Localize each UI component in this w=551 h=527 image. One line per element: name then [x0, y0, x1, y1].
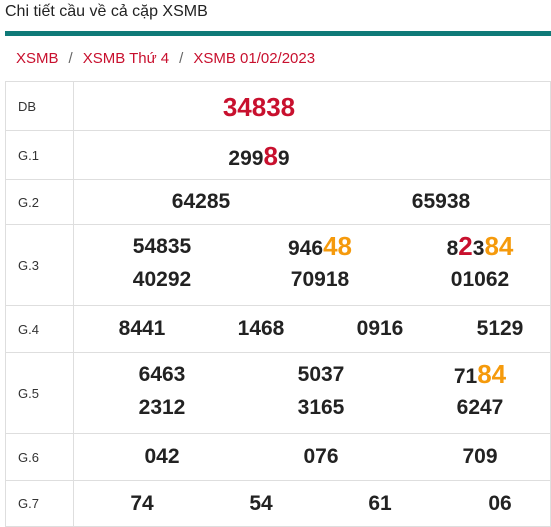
prize-number: 74: [130, 492, 154, 515]
prize-number: 5129: [476, 317, 524, 340]
prize-number: 5037: [297, 363, 345, 386]
digit: 8: [446, 237, 459, 260]
breadcrumb-xsmb[interactable]: XSMB: [16, 50, 59, 67]
prize-number: 01062: [450, 268, 510, 291]
prize-number: 0916: [356, 317, 404, 340]
digit: 9: [240, 147, 252, 170]
prize-number: 7184: [454, 359, 506, 390]
digit: 3: [472, 237, 485, 260]
prize-number: 70918: [290, 268, 350, 291]
prize-label-db: DB: [5, 81, 74, 131]
highlighted-pair: 84: [477, 359, 507, 389]
highlighted-pair: 48: [323, 231, 352, 261]
digit: 9: [277, 147, 290, 170]
prize-number: 54: [249, 492, 273, 515]
breadcrumb-separator: /: [179, 50, 184, 67]
highlighted-digit: 8: [263, 141, 278, 171]
prize-number: 1468: [237, 317, 285, 340]
prize-number: 6463: [138, 363, 186, 386]
prize-number: 8441: [118, 317, 166, 340]
prize-label-g5: G.5: [5, 352, 74, 434]
prize-row-g4: G.4 8441 1468 0916 5129: [5, 305, 551, 353]
prize-number: 06: [488, 492, 512, 515]
prize-number: 29989: [228, 141, 289, 172]
results-table: DB 34838 G.1 29989 G.2 64285 65938 G.3 5…: [5, 81, 551, 527]
prize-number: 94648: [288, 231, 352, 262]
prize-row-g6: G.6 042 076 709: [5, 433, 551, 481]
special-prize-number: 34838: [222, 92, 296, 122]
prize-label-g3: G.3: [5, 224, 74, 306]
prize-label-g6: G.6: [5, 433, 74, 481]
prize-label-g2: G.2: [5, 179, 74, 225]
prize-row-g1: G.1 29989: [5, 130, 551, 180]
prize-row-db: DB 34838: [5, 81, 551, 131]
prize-values-db: 34838: [73, 81, 551, 131]
page-title: Chi tiết cầu về cả cặp XSMB: [5, 3, 208, 20]
prize-row-g2: G.2 64285 65938: [5, 179, 551, 225]
prize-number: 042: [144, 445, 180, 468]
prize-label-g7: G.7: [5, 480, 74, 527]
prize-row-g3: G.3 54835 94648 82384 40292 70918 01062: [5, 224, 551, 306]
digit-group: 946: [288, 237, 324, 260]
highlighted-pair: 84: [484, 231, 514, 261]
header-divider: [5, 31, 551, 36]
prize-row-g7: G.7 74 54 61 06: [5, 480, 551, 527]
prize-number: 6247: [456, 396, 504, 419]
prize-label-g4: G.4: [5, 305, 74, 353]
prize-number: 64285: [171, 190, 231, 213]
prize-number: 3165: [297, 396, 345, 419]
prize-number: 61: [368, 492, 392, 515]
prize-number: 65938: [411, 190, 471, 213]
prize-number: 709: [462, 445, 498, 468]
breadcrumb-xsmb-date[interactable]: XSMB 01/02/2023: [193, 50, 316, 67]
prize-number: 2312: [138, 396, 186, 419]
digit-group: 71: [453, 365, 478, 388]
prize-number: 40292: [132, 268, 192, 291]
breadcrumb: XSMB / XSMB Thứ 4 / XSMB 01/02/2023: [16, 50, 315, 67]
prize-number: 82384: [447, 231, 514, 262]
digit: 9: [251, 147, 264, 170]
prize-number: 54835: [132, 235, 192, 258]
highlighted-digit: 2: [458, 231, 473, 261]
breadcrumb-separator: /: [68, 50, 73, 67]
prize-row-g5: G.5 6463 5037 7184 2312 3165 6247: [5, 352, 551, 434]
prize-number: 076: [303, 445, 339, 468]
prize-label-g1: G.1: [5, 130, 74, 180]
breadcrumb-xsmb-thu-4[interactable]: XSMB Thứ 4: [82, 50, 170, 67]
digit: 2: [228, 147, 241, 170]
